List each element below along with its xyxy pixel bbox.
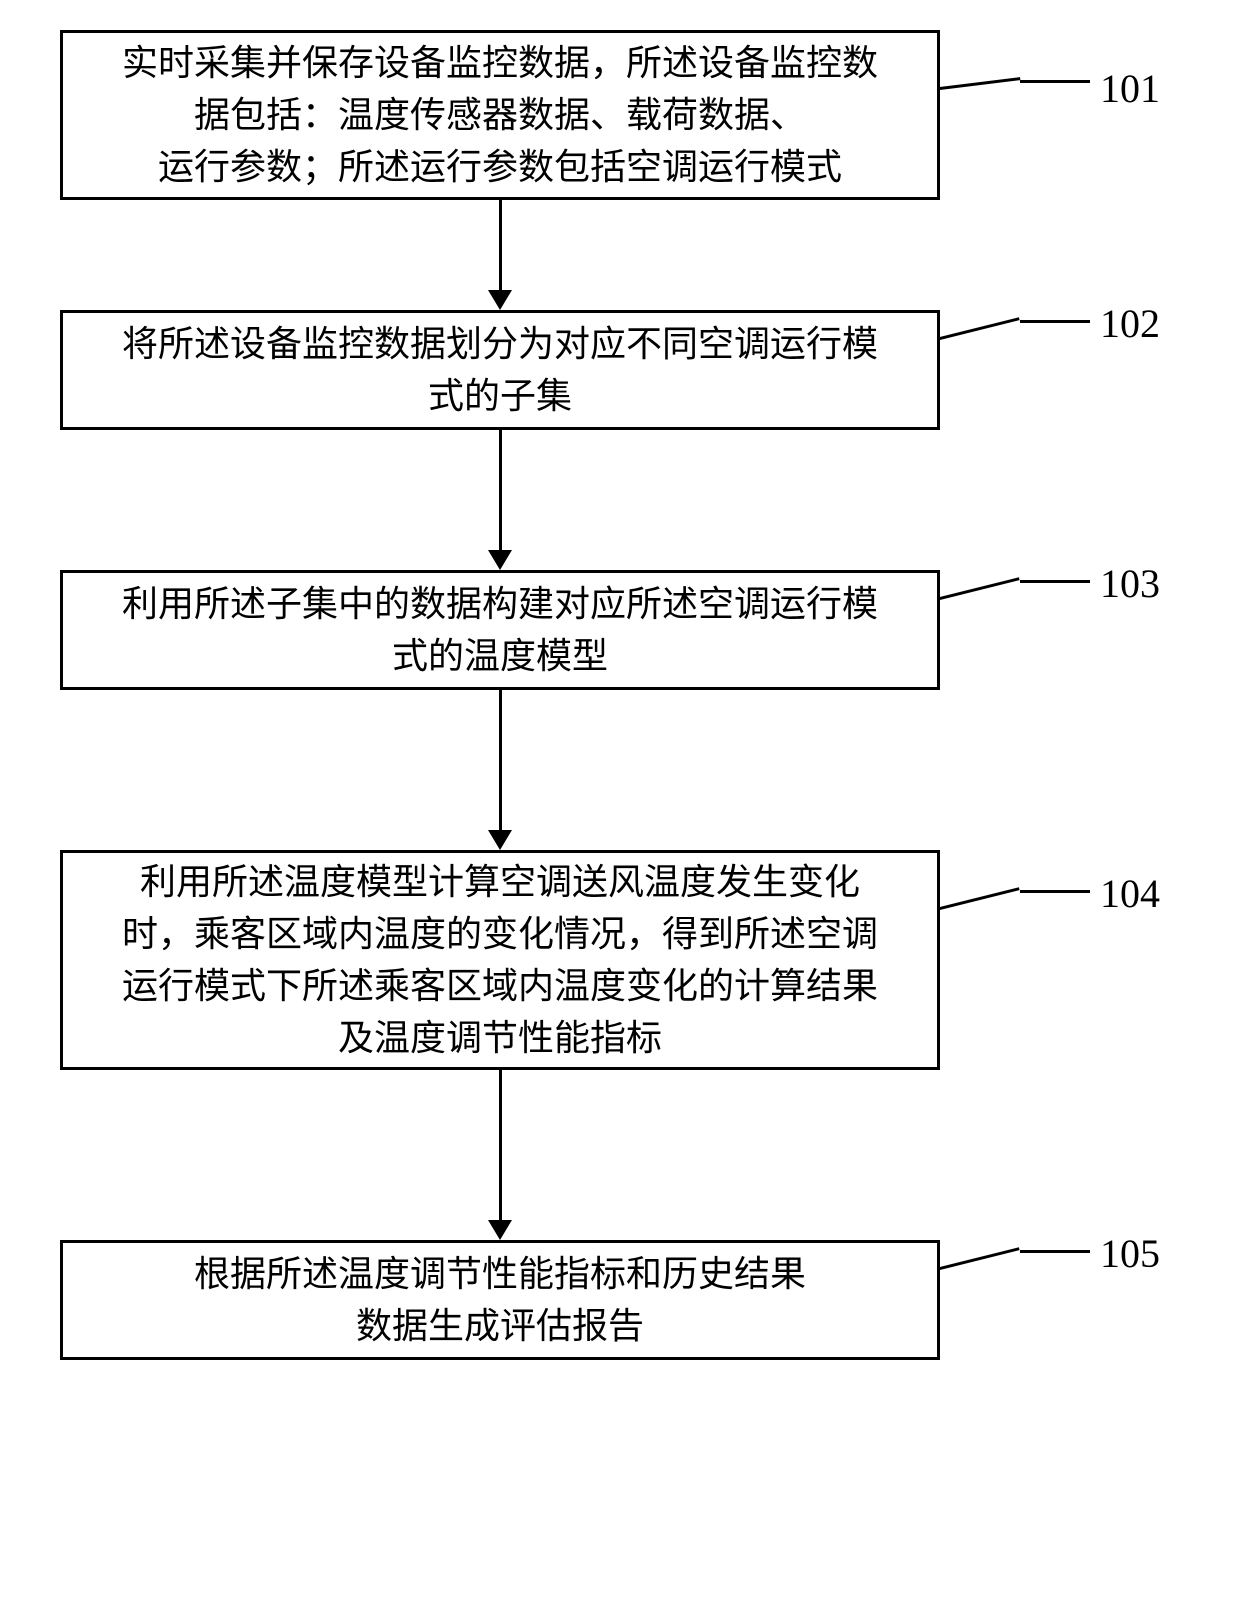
step-label-3: 103 (1100, 560, 1160, 607)
flow-node-3-text: 利用所述子集中的数据构建对应所述空调运行模式的温度模型 (122, 578, 878, 682)
step-label-2: 102 (1100, 300, 1160, 347)
flow-node-5: 根据所述温度调节性能指标和历史结果数据生成评估报告 (60, 1240, 940, 1360)
step-label-1: 101 (1100, 65, 1160, 112)
flow-node-2-text: 将所述设备监控数据划分为对应不同空调运行模式的子集 (122, 318, 878, 422)
flow-node-3: 利用所述子集中的数据构建对应所述空调运行模式的温度模型 (60, 570, 940, 690)
flow-node-5-text: 根据所述温度调节性能指标和历史结果数据生成评估报告 (194, 1248, 806, 1352)
step-label-4: 104 (1100, 870, 1160, 917)
flow-node-2: 将所述设备监控数据划分为对应不同空调运行模式的子集 (60, 310, 940, 430)
step-label-5: 105 (1100, 1230, 1160, 1277)
flow-node-1: 实时采集并保存设备监控数据，所述设备监控数据包括：温度传感器数据、载荷数据、运行… (60, 30, 940, 200)
flow-node-1-text: 实时采集并保存设备监控数据，所述设备监控数据包括：温度传感器数据、载荷数据、运行… (122, 37, 878, 194)
flow-node-4-text: 利用所述温度模型计算空调送风温度发生变化时，乘客区域内温度的变化情况，得到所述空… (122, 856, 878, 1065)
flow-node-4: 利用所述温度模型计算空调送风温度发生变化时，乘客区域内温度的变化情况，得到所述空… (60, 850, 940, 1070)
flowchart-canvas: 实时采集并保存设备监控数据，所述设备监控数据包括：温度传感器数据、载荷数据、运行… (0, 0, 1240, 1607)
